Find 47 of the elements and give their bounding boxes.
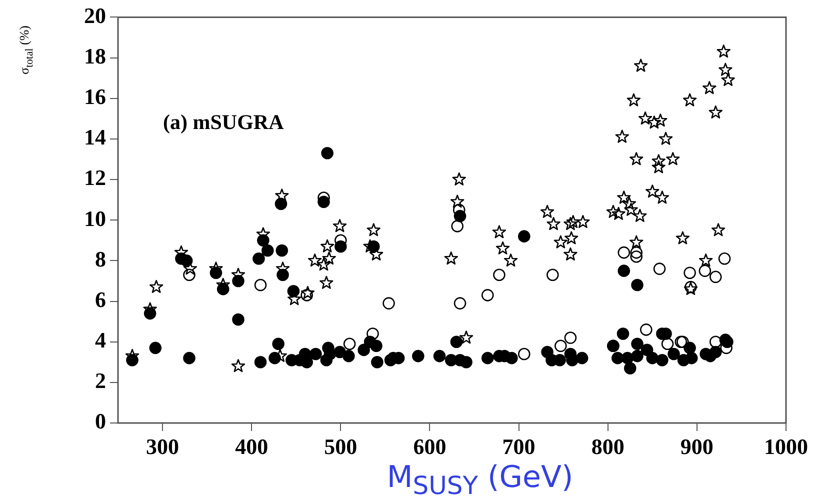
point (718, 252, 731, 265)
point (630, 250, 643, 263)
y-tick-label: 18 (84, 43, 106, 68)
x-tick-label: 400 (235, 434, 268, 459)
y-tick-label: 6 (95, 286, 106, 312)
y-tick-label: 20 (84, 2, 106, 28)
point (709, 270, 722, 284)
point (366, 328, 379, 340)
y-tick-label: 0 (95, 408, 106, 434)
point (493, 268, 506, 282)
point (454, 297, 466, 310)
y-tick-label: 8 (95, 246, 106, 272)
point (618, 246, 630, 259)
x-axis-title: M$_{SUSY}$ (GeV) (386, 460, 574, 500)
point (183, 268, 196, 282)
point (518, 348, 530, 360)
y-tick-label: 2 (95, 368, 106, 394)
point (698, 264, 712, 277)
y-tick-label: 16 (84, 84, 106, 110)
x-tick-label: 700 (502, 434, 536, 459)
x-tick-label: 600 (413, 434, 446, 459)
y-tick-label: 4 (95, 328, 106, 353)
y-tick-label: 10 (84, 206, 106, 231)
point (382, 297, 395, 310)
y-tick-label: 12 (84, 165, 106, 190)
point (481, 289, 494, 302)
point (684, 280, 697, 294)
x-tick-label: 1000 (764, 434, 808, 459)
point (684, 266, 696, 280)
point (564, 332, 577, 344)
point (451, 220, 464, 232)
point (254, 278, 267, 292)
point (300, 289, 313, 302)
y-tick-label: 14 (84, 124, 106, 150)
point (630, 246, 643, 259)
point (709, 336, 722, 348)
point (653, 262, 666, 275)
point (640, 324, 652, 336)
x-tick-label: 800 (591, 434, 624, 459)
point (343, 338, 356, 350)
annotation: (a) mSUGRA (163, 110, 284, 135)
x-tick-label: 900 (680, 434, 714, 459)
x-tick-label: 300 (146, 434, 180, 459)
x-tick-label: 500 (324, 434, 358, 459)
point (661, 338, 674, 350)
point (546, 268, 559, 282)
point (554, 340, 567, 352)
